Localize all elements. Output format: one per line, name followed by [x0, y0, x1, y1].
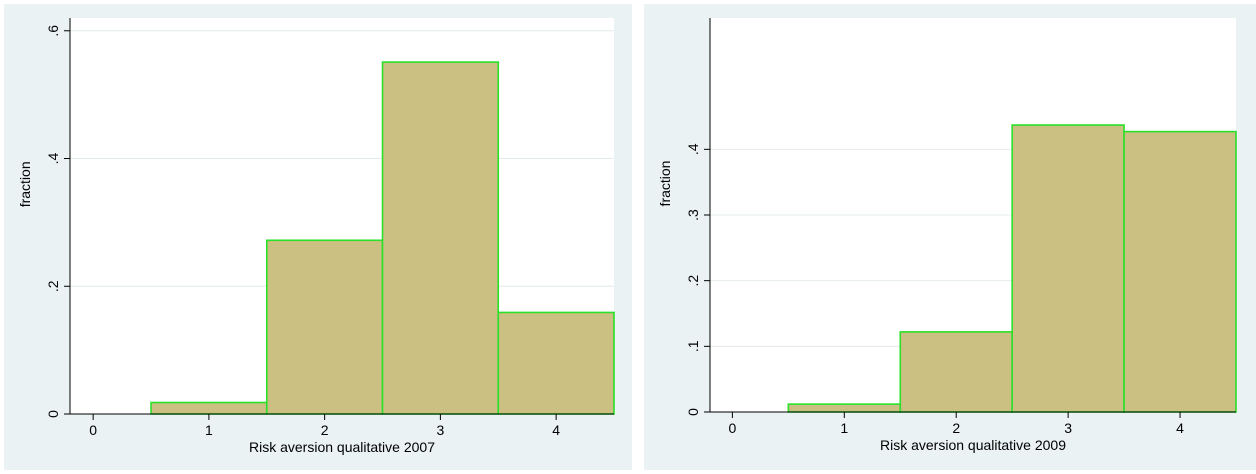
bar-3 — [1011, 124, 1125, 413]
bar-2 — [899, 331, 1013, 413]
histogram-panel-2009: 0 .1 .2 .3 .4 0 1 2 3 4 Risk aversion qualitative … — [644, 4, 1256, 470]
y-tick-label: .6 — [45, 25, 61, 37]
x-axis-title: Risk aversion qualitative 2009 — [880, 437, 1066, 453]
x-tick-label: 4 — [1176, 420, 1184, 436]
x-tick-label: 2 — [321, 422, 329, 438]
histogram-panel-2007: 0 .2 .4 .6 0 1 2 3 4 Risk aversion qualitative 20… — [4, 4, 632, 470]
bar-3 — [381, 61, 500, 415]
y-tick-label: .2 — [685, 275, 701, 287]
x-tick-label: 1 — [205, 422, 213, 438]
bar-2 — [265, 239, 384, 415]
x-tick-label: 4 — [552, 422, 560, 438]
histogram-2009: 0 .1 .2 .3 .4 0 1 2 3 4 Risk aversion qualitative … — [657, 18, 1237, 453]
x-tick-label: 1 — [840, 420, 848, 436]
x-axis-title: Risk aversion qualitative 2007 — [249, 439, 435, 455]
x-tick-label: 0 — [89, 422, 97, 438]
bar-4 — [1123, 130, 1237, 413]
y-axis-title: fraction — [17, 161, 33, 207]
x-tick-label: 2 — [952, 420, 960, 436]
x-tick-label: 0 — [728, 420, 736, 436]
x-tick-label: 3 — [436, 422, 444, 438]
y-tick-label: 0 — [45, 410, 61, 418]
y-tick-label: 0 — [685, 408, 701, 416]
x-tick-label: 3 — [1064, 420, 1072, 436]
bar-4 — [497, 311, 615, 415]
bar-1 — [787, 403, 902, 413]
y-tick-label: .4 — [45, 152, 61, 164]
histogram-2007: 0 .2 .4 .6 0 1 2 3 4 Risk aversion qualitative 20… — [17, 18, 615, 455]
y-tick-label: .3 — [685, 209, 701, 221]
y-tick-label: .2 — [45, 280, 61, 292]
y-tick-label: .4 — [685, 143, 701, 155]
bar-1 — [150, 401, 268, 415]
y-tick-label: .1 — [685, 340, 701, 352]
y-axis-title: fraction — [657, 161, 673, 207]
